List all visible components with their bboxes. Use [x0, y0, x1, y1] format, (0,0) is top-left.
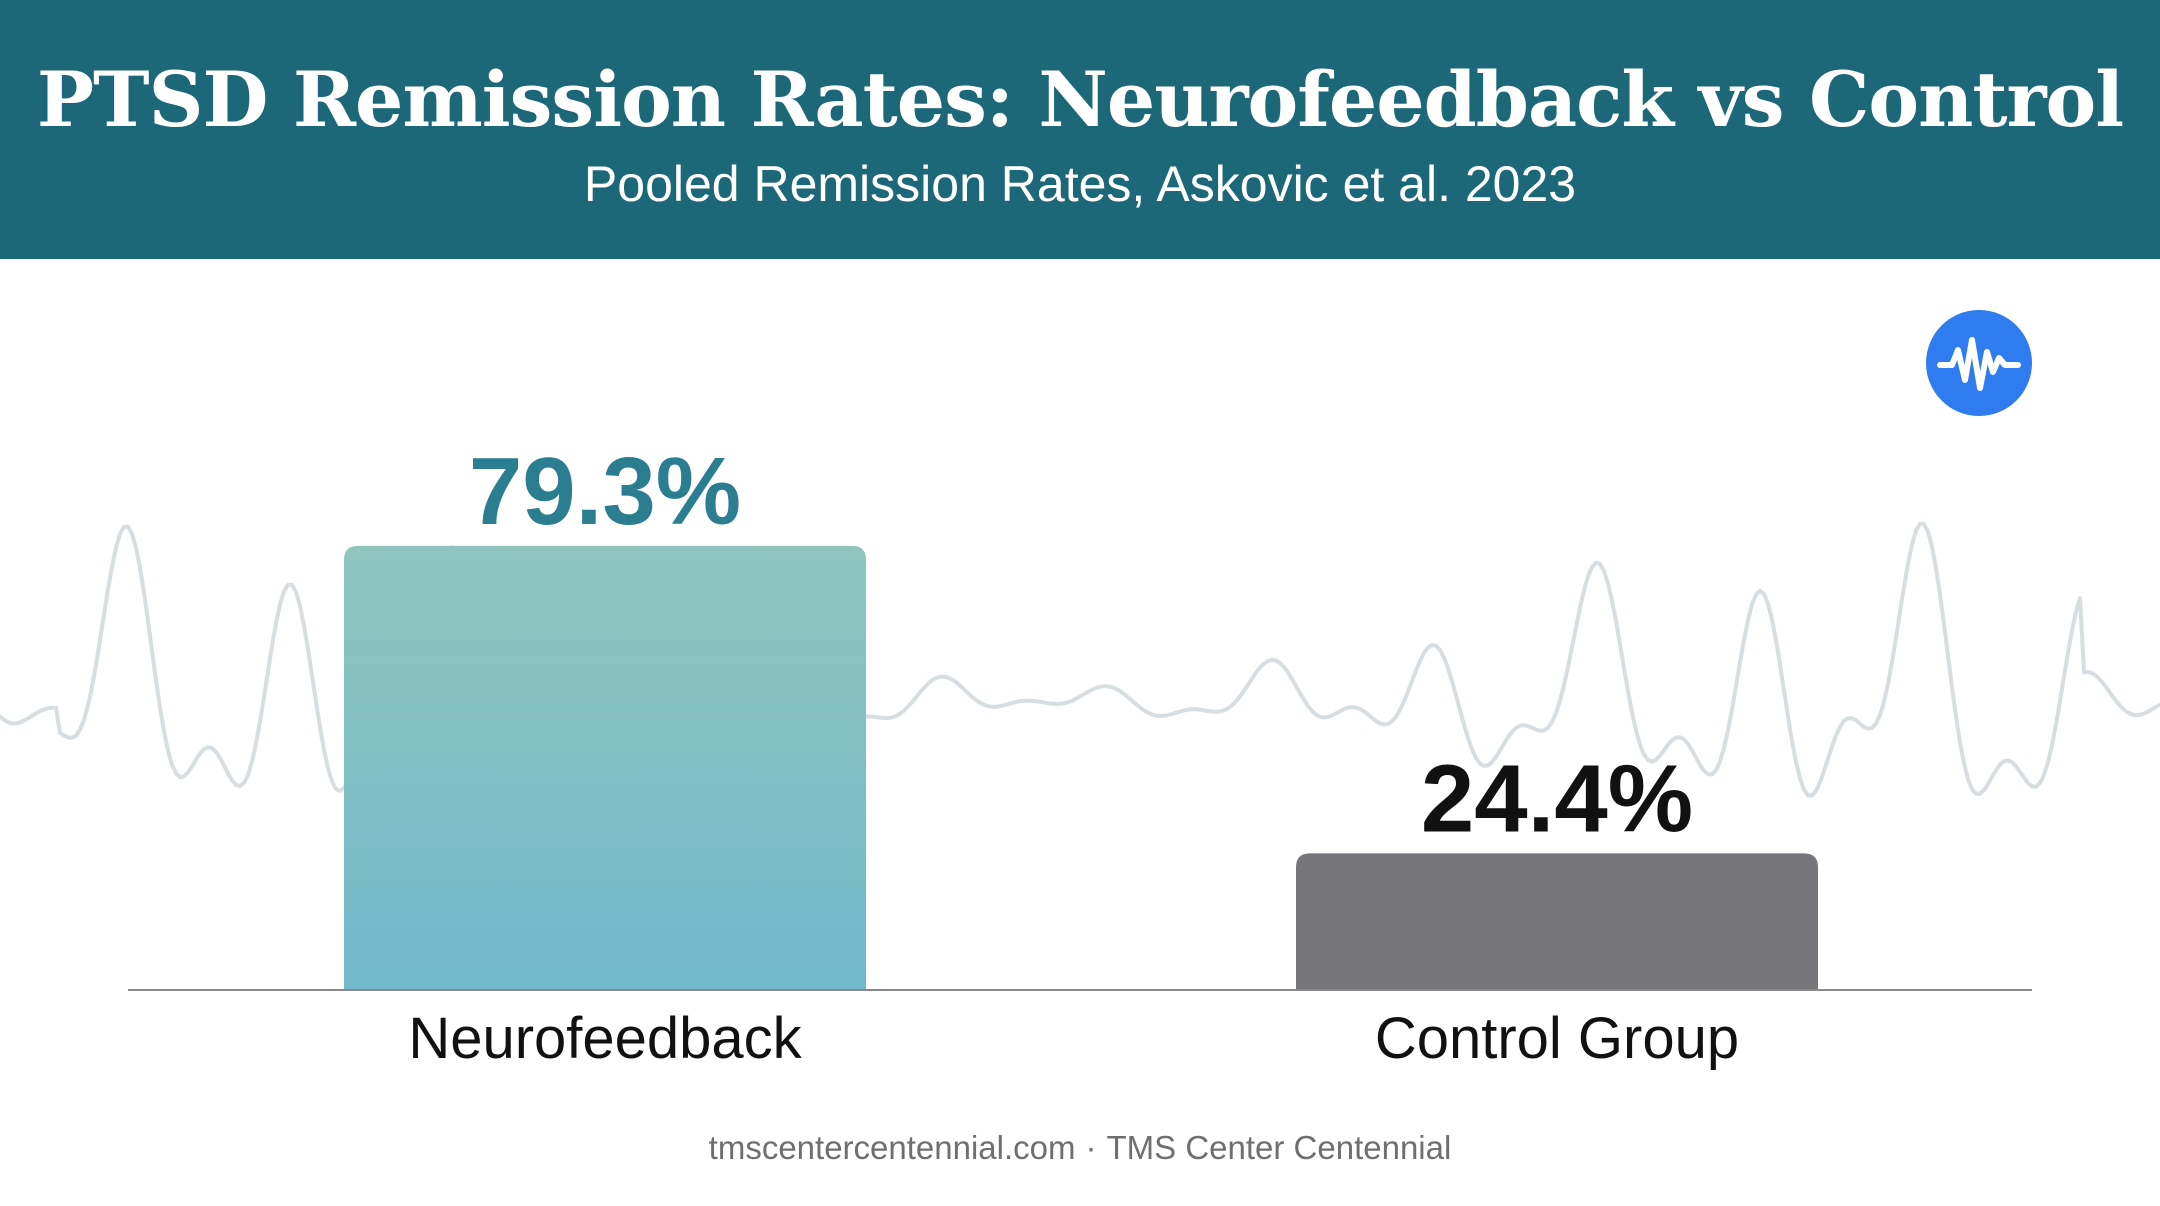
bar-control-group: [1296, 853, 1818, 990]
footer-credit: tmscentercentennial.com · TMS Center Cente…: [0, 1128, 2160, 1168]
brainwave-icon: [1937, 337, 2021, 391]
header-banner: [0, 0, 2160, 259]
chart-subtitle: Pooled Remission Rates, Askovic et al. 2…: [583, 156, 1577, 212]
brainwave-logo: [1926, 310, 2032, 416]
brainwave-background: [0, 521, 2160, 798]
chart-title: PTSD Remission Rates: Neurofeedback vs C…: [36, 55, 2124, 144]
value-label-control-group: 24.4%: [1421, 745, 1693, 852]
category-label-control-group: Control Group: [1375, 1006, 1739, 1071]
footer-org: TMS Center Centennial: [1106, 1129, 1452, 1166]
footer-site: tmscentercentennial.com: [708, 1129, 1076, 1166]
footer-separator: ·: [1085, 1129, 1097, 1166]
bar-neurofeedback: [344, 545, 866, 990]
value-label-neurofeedback: 79.3%: [469, 438, 741, 545]
category-label-neurofeedback: Neurofeedback: [408, 1006, 802, 1071]
